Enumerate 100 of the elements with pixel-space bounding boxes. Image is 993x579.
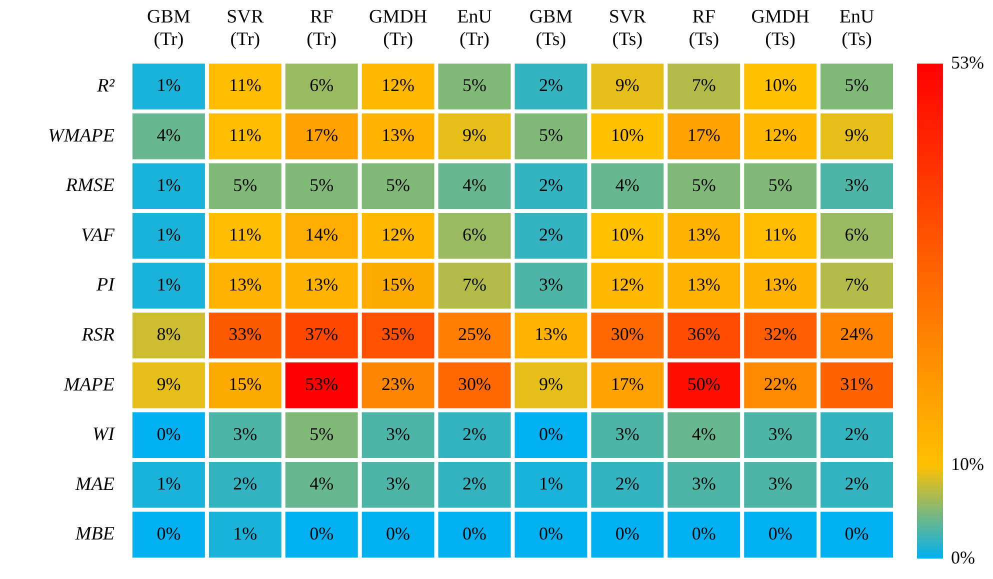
- data-label: 2%: [538, 75, 563, 96]
- data-label: 5%: [386, 174, 410, 195]
- data-label: 5%: [462, 75, 487, 96]
- y-tick-label: PI: [96, 274, 116, 296]
- data-label: 4%: [156, 125, 181, 146]
- data-label: 12%: [382, 224, 415, 245]
- data-label: 0%: [156, 424, 181, 444]
- x-tick-label: SVR (Tr): [226, 6, 264, 50]
- data-label: 32%: [764, 324, 797, 344]
- data-label: 0%: [310, 523, 334, 544]
- x-tick-label: RF (Ts): [688, 6, 720, 50]
- data-label: 4%: [310, 474, 334, 494]
- data-label: 5%: [692, 174, 716, 195]
- data-label: 14%: [305, 224, 338, 245]
- data-label: 13%: [534, 324, 568, 344]
- data-label: 4%: [462, 174, 487, 195]
- data-label: 12%: [382, 75, 415, 96]
- data-label: 5%: [310, 174, 334, 195]
- data-label: 1%: [233, 523, 258, 544]
- data-label: 11%: [228, 75, 262, 96]
- data-label: 2%: [462, 424, 487, 444]
- data-label: 31%: [840, 374, 874, 394]
- y-tick-label: R²: [96, 76, 115, 96]
- data-label: 0%: [615, 523, 640, 544]
- data-label: 12%: [764, 125, 797, 146]
- data-label: 25%: [458, 324, 492, 344]
- x-tick-label: EnU (Tr): [457, 6, 492, 50]
- data-label: 2%: [844, 474, 869, 494]
- data-label: 2%: [538, 174, 563, 195]
- x-tick-label: RF (Tr): [306, 6, 337, 50]
- data-label: 13%: [228, 274, 262, 294]
- data-label: 4%: [692, 424, 716, 444]
- data-label: 3%: [233, 424, 258, 444]
- data-label: 1%: [156, 474, 181, 494]
- data-label: 37%: [305, 324, 338, 344]
- data-label: 9%: [615, 75, 640, 96]
- data-label: 10%: [764, 75, 797, 96]
- y-tick-label: WI: [92, 424, 116, 446]
- data-label: 13%: [382, 125, 415, 146]
- data-label: 5%: [768, 174, 792, 195]
- data-label: 7%: [692, 75, 716, 96]
- y-tick-label: MAE: [74, 474, 115, 495]
- data-label: 0%: [538, 523, 563, 544]
- data-label: 10%: [610, 125, 644, 146]
- data-label: 6%: [844, 224, 869, 245]
- y-tick-label: RMSE: [64, 175, 115, 196]
- data-label: 13%: [687, 274, 720, 294]
- y-tick-label: WMAPE: [48, 125, 115, 146]
- data-label: 9%: [462, 125, 487, 146]
- x-tick-label: SVR (Ts): [608, 6, 646, 50]
- data-label: 0%: [462, 523, 487, 544]
- data-label: 7%: [844, 274, 869, 294]
- data-label: 5%: [233, 174, 258, 195]
- y-tick-label: MBE: [74, 524, 115, 545]
- data-label: 1%: [156, 75, 181, 96]
- data-label: 5%: [844, 75, 869, 96]
- x-tick-label: GMDH (Ts): [751, 6, 810, 50]
- data-label: 2%: [615, 474, 640, 494]
- data-label: 15%: [382, 274, 415, 294]
- data-label: 53%: [305, 374, 338, 394]
- data-label: 0%: [692, 523, 716, 544]
- data-label: 0%: [538, 424, 563, 444]
- data-label: 30%: [458, 374, 492, 394]
- data-label: 11%: [764, 224, 796, 245]
- data-label: 5%: [538, 125, 563, 146]
- data-label: 13%: [687, 224, 720, 245]
- data-label: 23%: [382, 374, 415, 394]
- data-label: 30%: [610, 324, 644, 344]
- data-label: 24%: [840, 324, 874, 344]
- data-label: 17%: [687, 125, 720, 146]
- data-label: 35%: [382, 324, 415, 344]
- color-bar-label: 53%: [951, 52, 984, 72]
- data-label: 2%: [538, 224, 563, 245]
- data-label: 1%: [538, 474, 563, 494]
- data-label: 1%: [156, 274, 181, 294]
- data-label: 9%: [538, 374, 563, 394]
- data-label: 50%: [687, 374, 720, 394]
- data-label: 0%: [386, 523, 410, 544]
- data-label: 3%: [844, 174, 869, 195]
- x-tick-label: GBM (Tr): [147, 6, 190, 50]
- data-label: 3%: [386, 424, 410, 444]
- data-label: 6%: [462, 224, 487, 245]
- data-label: 9%: [844, 125, 869, 146]
- x-tick-label: GBM (Ts): [529, 6, 573, 50]
- data-label: 13%: [764, 274, 797, 294]
- x-tick-label: GMDH (Tr): [369, 6, 428, 50]
- data-label: 3%: [615, 424, 640, 444]
- y-tick-label: VAF: [81, 224, 115, 246]
- data-label: 3%: [538, 274, 563, 294]
- data-label: 11%: [228, 125, 262, 146]
- data-label: 0%: [156, 523, 181, 544]
- y-tick-label: RSR: [80, 324, 115, 346]
- data-label: 1%: [156, 174, 181, 195]
- data-label: 33%: [228, 324, 262, 344]
- data-label: 10%: [610, 224, 644, 245]
- data-label: 7%: [462, 274, 487, 294]
- data-label: 8%: [156, 324, 181, 344]
- data-label: 3%: [386, 474, 410, 494]
- data-label: 15%: [228, 374, 262, 394]
- data-label: 1%: [156, 224, 181, 245]
